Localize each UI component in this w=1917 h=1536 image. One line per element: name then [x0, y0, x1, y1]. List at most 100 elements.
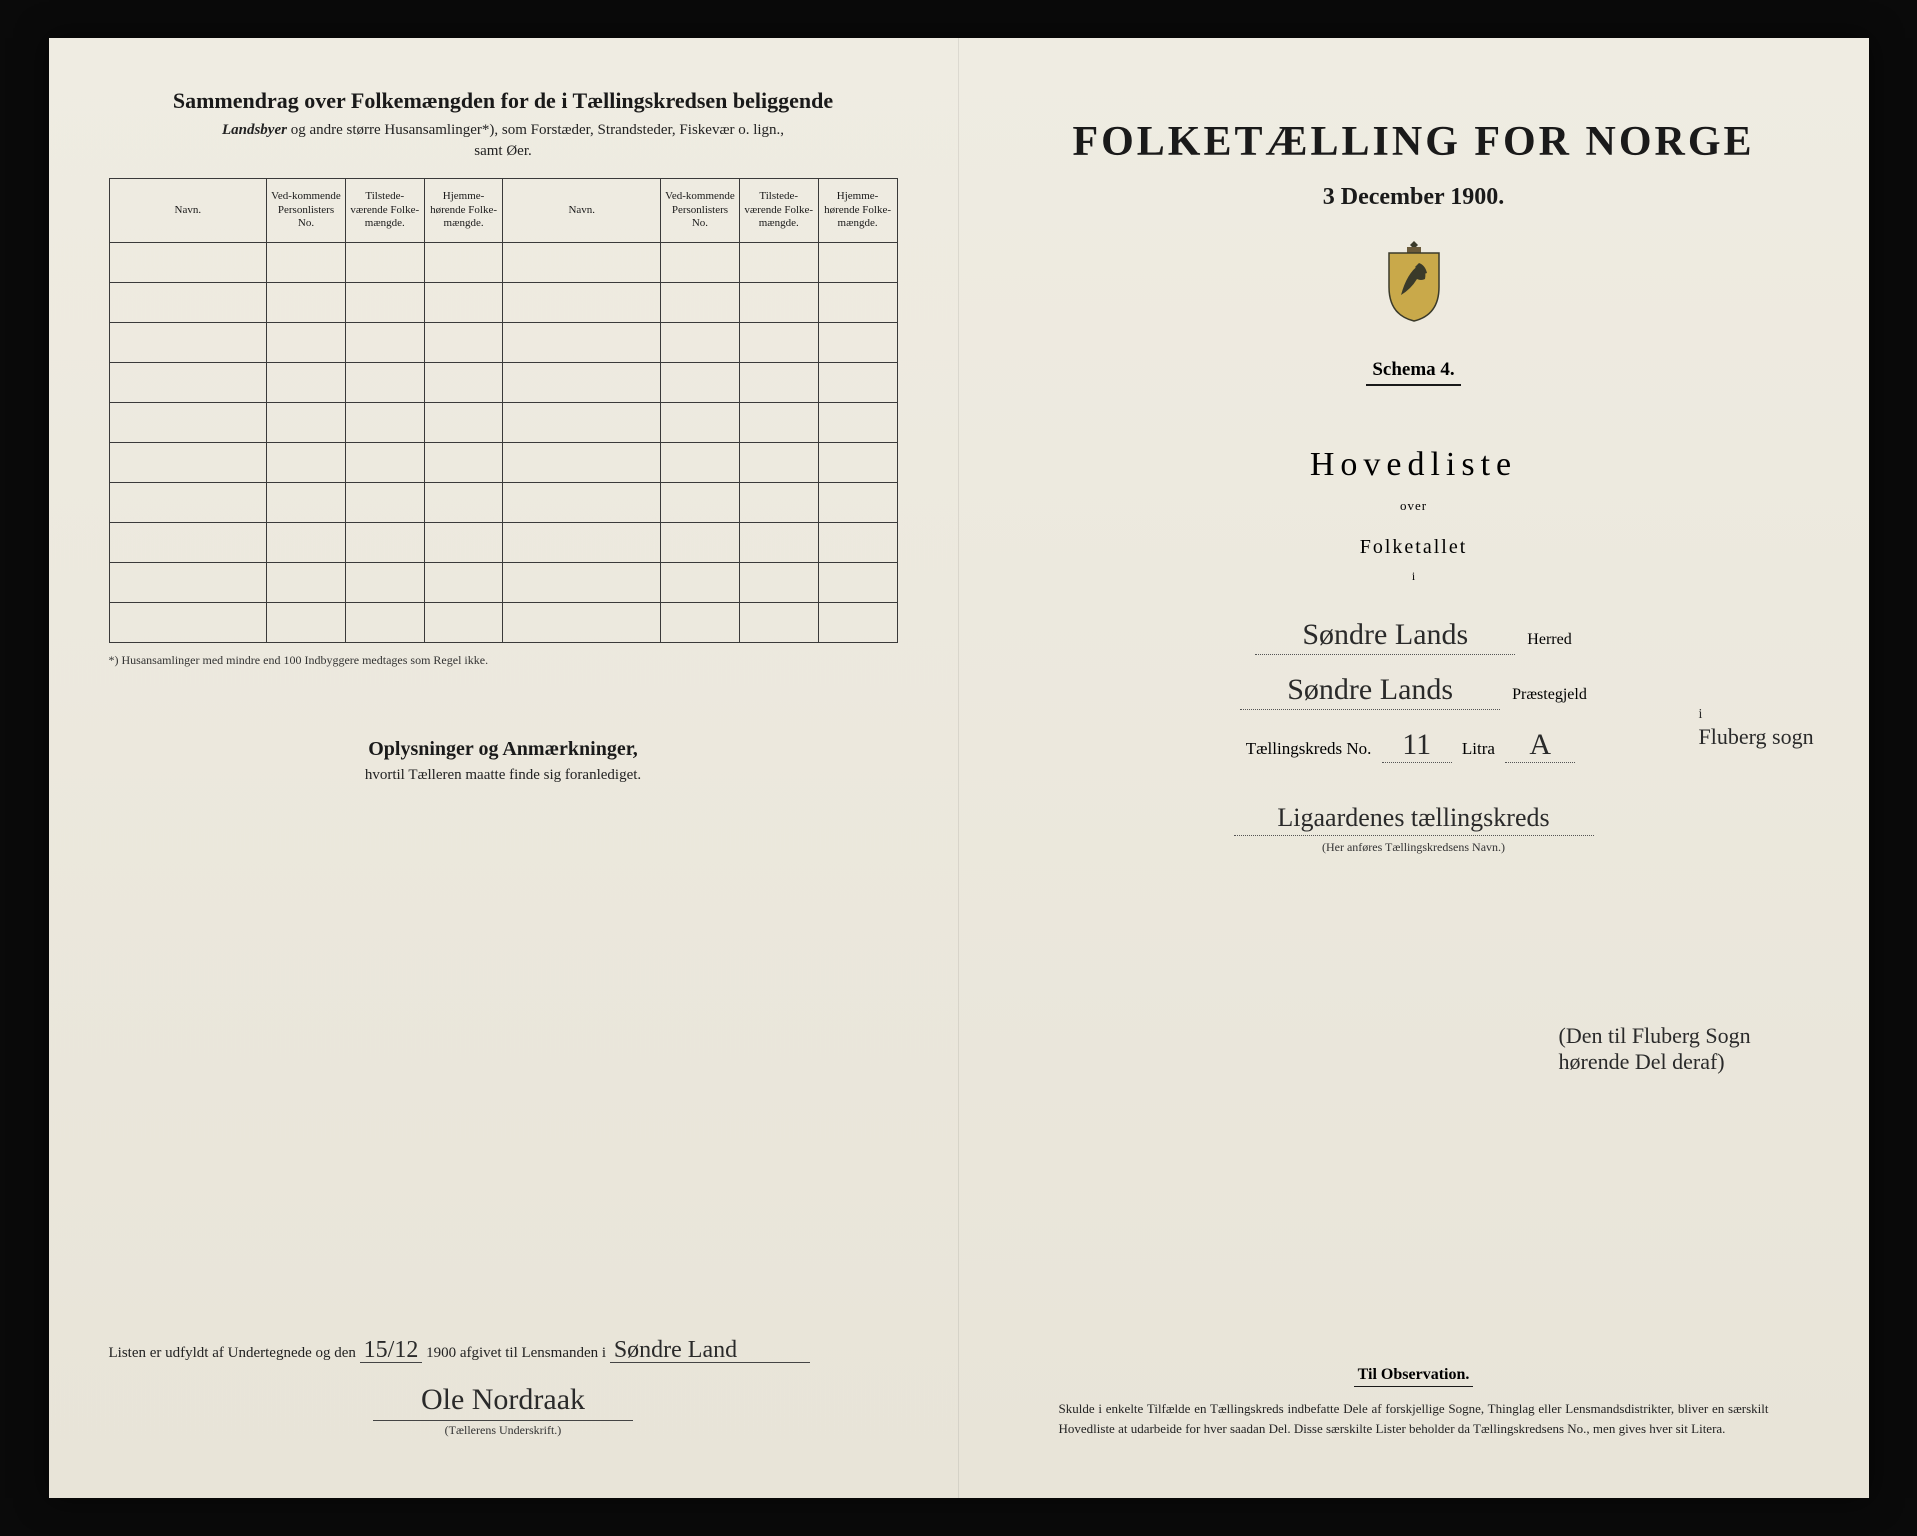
table-cell [739, 363, 818, 403]
brace-note-text: Fluberg sogn [1699, 724, 1814, 749]
table-cell [739, 443, 818, 483]
table-cell [424, 603, 503, 643]
table-row [109, 563, 897, 603]
table-cell [424, 283, 503, 323]
left-subtitle-line1: Landsbyer og andre større Husansamlinger… [109, 122, 898, 139]
table-row [109, 363, 897, 403]
table-cell [818, 283, 897, 323]
signature-block: Ole Nordraak (Tællerens Underskrift.) [109, 1383, 898, 1438]
col-navn-2: Navn. [503, 179, 661, 243]
tkreds-no: 11 [1382, 728, 1452, 763]
table-cell [739, 403, 818, 443]
table-cell [661, 363, 740, 403]
table-cell [739, 563, 818, 603]
table-cell [424, 363, 503, 403]
table-cell [503, 283, 661, 323]
table-cell [661, 243, 740, 283]
signature-caption: (Tællerens Underskrift.) [109, 1423, 898, 1438]
col-tilstede-1: Tilstede-værende Folke-mængde. [345, 179, 424, 243]
prestegjeld-label: Præstegjeld [1512, 686, 1587, 704]
table-cell [267, 323, 346, 363]
schema-label: Schema 4. [1366, 359, 1460, 386]
table-cell [818, 483, 897, 523]
table-cell [503, 323, 661, 363]
table-cell [503, 563, 661, 603]
col-personlister-1: Ved-kommende Personlisters No. [267, 179, 346, 243]
table-cell [661, 563, 740, 603]
table-cell [818, 603, 897, 643]
table-cell [109, 323, 267, 363]
table-cell [503, 363, 661, 403]
table-cell [267, 603, 346, 643]
census-title: FOLKETÆLLING FOR NORGE [1019, 118, 1809, 166]
herred-handwritten: Søndre Lands [1255, 618, 1515, 655]
table-cell [345, 363, 424, 403]
table-cell [661, 403, 740, 443]
table-row [109, 403, 897, 443]
summary-header-row: Navn. Ved-kommende Personlisters No. Til… [109, 179, 897, 243]
oplysninger-block: Oplysninger og Anmærkninger, hvortil Tæl… [109, 738, 898, 784]
over-label: over [1019, 498, 1809, 514]
obs-title: Til Observation. [1354, 1366, 1474, 1387]
table-cell [109, 403, 267, 443]
left-subtitle-em: Landsbyer [222, 122, 287, 138]
obs-body: Skulde i enkelte Tilfælde en Tællingskre… [1059, 1399, 1769, 1438]
table-cell [109, 443, 267, 483]
document-spread: Sammendrag over Folkemængden for de i Tæ… [49, 38, 1869, 1498]
bottom-fill: Listen er udfyldt af Undertegnede og den… [109, 1338, 898, 1438]
table-cell [267, 443, 346, 483]
table-cell [424, 483, 503, 523]
col-tilstede-2: Tilstede-værende Folke-mængde. [739, 179, 818, 243]
table-cell [267, 403, 346, 443]
oplys-sub: hvortil Tælleren maatte finde sig foranl… [109, 767, 898, 784]
table-cell [345, 283, 424, 323]
table-cell [739, 283, 818, 323]
table-cell [267, 563, 346, 603]
observation-block: Til Observation. Skulde i enkelte Tilfæl… [1059, 1366, 1769, 1438]
tkreds-label: Tællingskreds No. [1246, 739, 1372, 758]
table-row [109, 243, 897, 283]
table-cell [345, 523, 424, 563]
table-row [109, 603, 897, 643]
table-cell [109, 483, 267, 523]
col-hjemme-1: Hjemme-hørende Folke-mængde. [424, 179, 503, 243]
table-cell [345, 323, 424, 363]
table-cell [424, 523, 503, 563]
table-cell [739, 523, 818, 563]
table-cell [739, 323, 818, 363]
table-cell [739, 243, 818, 283]
table-cell [503, 403, 661, 443]
table-cell [109, 603, 267, 643]
table-cell [503, 523, 661, 563]
table-cell [503, 243, 661, 283]
bottom-line: Listen er udfyldt af Undertegnede og den… [109, 1338, 898, 1363]
oplys-title: Oplysninger og Anmærkninger, [109, 738, 898, 761]
table-row [109, 323, 897, 363]
table-cell [267, 483, 346, 523]
prestegjeld-row: Søndre Lands Præstegjeld [1019, 673, 1809, 710]
table-row [109, 443, 897, 483]
table-cell [267, 363, 346, 403]
left-title: Sammendrag over Folkemængden for de i Tæ… [109, 88, 898, 114]
lensmand-handwritten: Søndre Land [610, 1338, 810, 1363]
folketallet: Folketallet [1019, 536, 1809, 559]
table-row [109, 483, 897, 523]
table-cell [345, 403, 424, 443]
table-cell [661, 323, 740, 363]
table-cell [345, 603, 424, 643]
right-page: FOLKETÆLLING FOR NORGE 3 December 1900. … [959, 38, 1869, 1498]
table-cell [661, 483, 740, 523]
signature: Ole Nordraak [373, 1383, 633, 1421]
table-cell [345, 563, 424, 603]
table-cell [661, 283, 740, 323]
table-cell [267, 283, 346, 323]
table-cell [345, 443, 424, 483]
litra-val: A [1505, 728, 1575, 763]
table-row [109, 283, 897, 323]
table-cell [739, 603, 818, 643]
table-cell [818, 403, 897, 443]
col-navn-1: Navn. [109, 179, 267, 243]
table-cell [345, 243, 424, 283]
table-cell [503, 603, 661, 643]
left-page: Sammendrag over Folkemængden for de i Tæ… [49, 38, 959, 1498]
